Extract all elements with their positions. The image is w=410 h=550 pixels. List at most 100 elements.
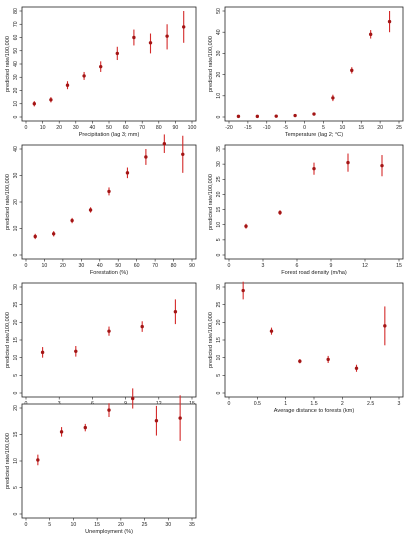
- x-tick-label: 30: [73, 125, 79, 131]
- x-tick-label: 30: [78, 263, 84, 269]
- data-point: [293, 113, 297, 118]
- plot-frame: [21, 144, 197, 260]
- y-tick-label: 15: [13, 432, 19, 438]
- data-point: [107, 329, 111, 333]
- x-tick-label: 0: [25, 125, 28, 131]
- y-axis-title: predicted rate/100,000: [208, 36, 214, 92]
- chart-panel-5: 03691215051015202530Forest edge density …: [5, 282, 197, 414]
- x-tick-label: 1: [284, 401, 287, 407]
- x-tick-label: 0: [25, 263, 28, 269]
- y-tick-label: 10: [13, 355, 19, 361]
- data-point: [125, 171, 130, 175]
- x-tick-label: 2.5: [367, 401, 374, 407]
- data-point: [182, 25, 186, 29]
- y-tick-label: 10: [13, 458, 19, 464]
- x-tick-label: 70: [139, 125, 145, 131]
- x-tick-label: -10: [263, 125, 271, 131]
- y-tick-label: 30: [13, 173, 19, 179]
- x-axis-title: Forest road density (m/ha): [281, 270, 347, 276]
- plot-frame: [224, 6, 404, 122]
- x-tick-label: -5: [283, 125, 288, 131]
- data-point: [99, 64, 103, 69]
- data-point: [241, 288, 245, 293]
- data-point: [298, 359, 302, 363]
- x-tick-label: 70: [152, 263, 158, 269]
- y-tick-label: 0: [216, 115, 222, 118]
- x-tick-label: 90: [173, 125, 179, 131]
- x-tick-label: 20: [60, 263, 66, 269]
- x-tick-label: 25: [396, 125, 402, 131]
- plot-frame: [224, 282, 404, 398]
- y-tick-label: 40: [13, 61, 19, 67]
- y-tick-label: 80: [13, 8, 19, 14]
- plot-frame: [21, 403, 197, 519]
- x-tick-label: 80: [156, 125, 162, 131]
- data-point: [70, 218, 74, 223]
- y-tick-label: 25: [13, 302, 19, 308]
- x-axis-title: Average distance to forests (km): [274, 408, 355, 414]
- y-tick-label: 20: [216, 72, 222, 78]
- y-tick-label: 10: [13, 226, 19, 232]
- data-point: [33, 234, 37, 239]
- data-point: [380, 163, 384, 168]
- data-point: [274, 114, 278, 118]
- data-point: [51, 232, 56, 236]
- x-tick-label: 20: [377, 125, 383, 131]
- x-tick-label: 100: [188, 125, 197, 131]
- data-point: [65, 83, 70, 87]
- x-tick-label: 10: [71, 522, 77, 528]
- x-tick-label: 0: [25, 522, 28, 528]
- data-point: [82, 74, 86, 78]
- data-point: [278, 210, 282, 215]
- x-tick-label: 15: [94, 522, 100, 528]
- y-tick-label: 25: [216, 176, 222, 182]
- data-point: [236, 114, 241, 119]
- y-tick-label: 30: [13, 74, 19, 80]
- data-point: [115, 51, 120, 56]
- x-tick-label: 40: [97, 263, 103, 269]
- y-tick-label: 30: [216, 161, 222, 167]
- x-tick-label: 6: [296, 263, 299, 269]
- y-tick-label: 50: [13, 48, 19, 54]
- x-tick-label: 15: [358, 125, 364, 131]
- data-point: [346, 160, 350, 165]
- y-axis-title: predicted rate/100,000: [5, 312, 11, 368]
- data-point: [181, 152, 185, 156]
- x-tick-label: 1.5: [310, 401, 317, 407]
- y-tick-label: 20: [13, 199, 19, 205]
- x-tick-label: 9: [330, 263, 333, 269]
- y-tick-label: 30: [216, 50, 222, 56]
- y-tick-label: 70: [13, 21, 19, 27]
- data-point: [255, 114, 260, 119]
- data-point: [131, 396, 135, 401]
- data-point: [326, 357, 330, 362]
- x-tick-label: 20: [56, 125, 62, 131]
- data-point: [107, 408, 111, 412]
- x-tick-label: 0.5: [254, 401, 261, 407]
- x-tick-label: 0: [228, 263, 231, 269]
- chart-panel-4: 0 3 6 9 12 15 0 5 10 15 20 25 30 35 Forest road densit…: [208, 144, 404, 276]
- x-tick-label: 15: [396, 263, 402, 269]
- y-tick-label: 10: [216, 355, 222, 361]
- y-tick-label: 0: [13, 253, 19, 256]
- x-tick-label: 40: [90, 125, 96, 131]
- x-axis-title: Precipitation (lag 3; mm): [79, 132, 140, 138]
- chart-panel-2: -20 -15 -10 -5 0 5 10 15 20 25 0 10 20 30 40 50 Temperat…: [208, 6, 404, 138]
- data-point: [350, 68, 354, 73]
- data-point: [354, 366, 359, 370]
- plot-frame: [21, 282, 197, 398]
- data-point: [148, 41, 153, 45]
- y-tick-label: 20: [13, 319, 19, 325]
- x-tick-label: 10: [42, 263, 48, 269]
- x-tick-label: 0: [303, 125, 306, 131]
- x-tick-label: 2: [341, 401, 344, 407]
- data-point: [49, 98, 53, 102]
- x-tick-label: 5: [322, 125, 325, 131]
- x-tick-label: 50: [115, 263, 121, 269]
- data-point: [368, 32, 373, 37]
- data-point: [83, 425, 87, 430]
- y-axis-title: predicted rate/100,000: [208, 174, 214, 230]
- y-tick-label: 0: [13, 115, 19, 118]
